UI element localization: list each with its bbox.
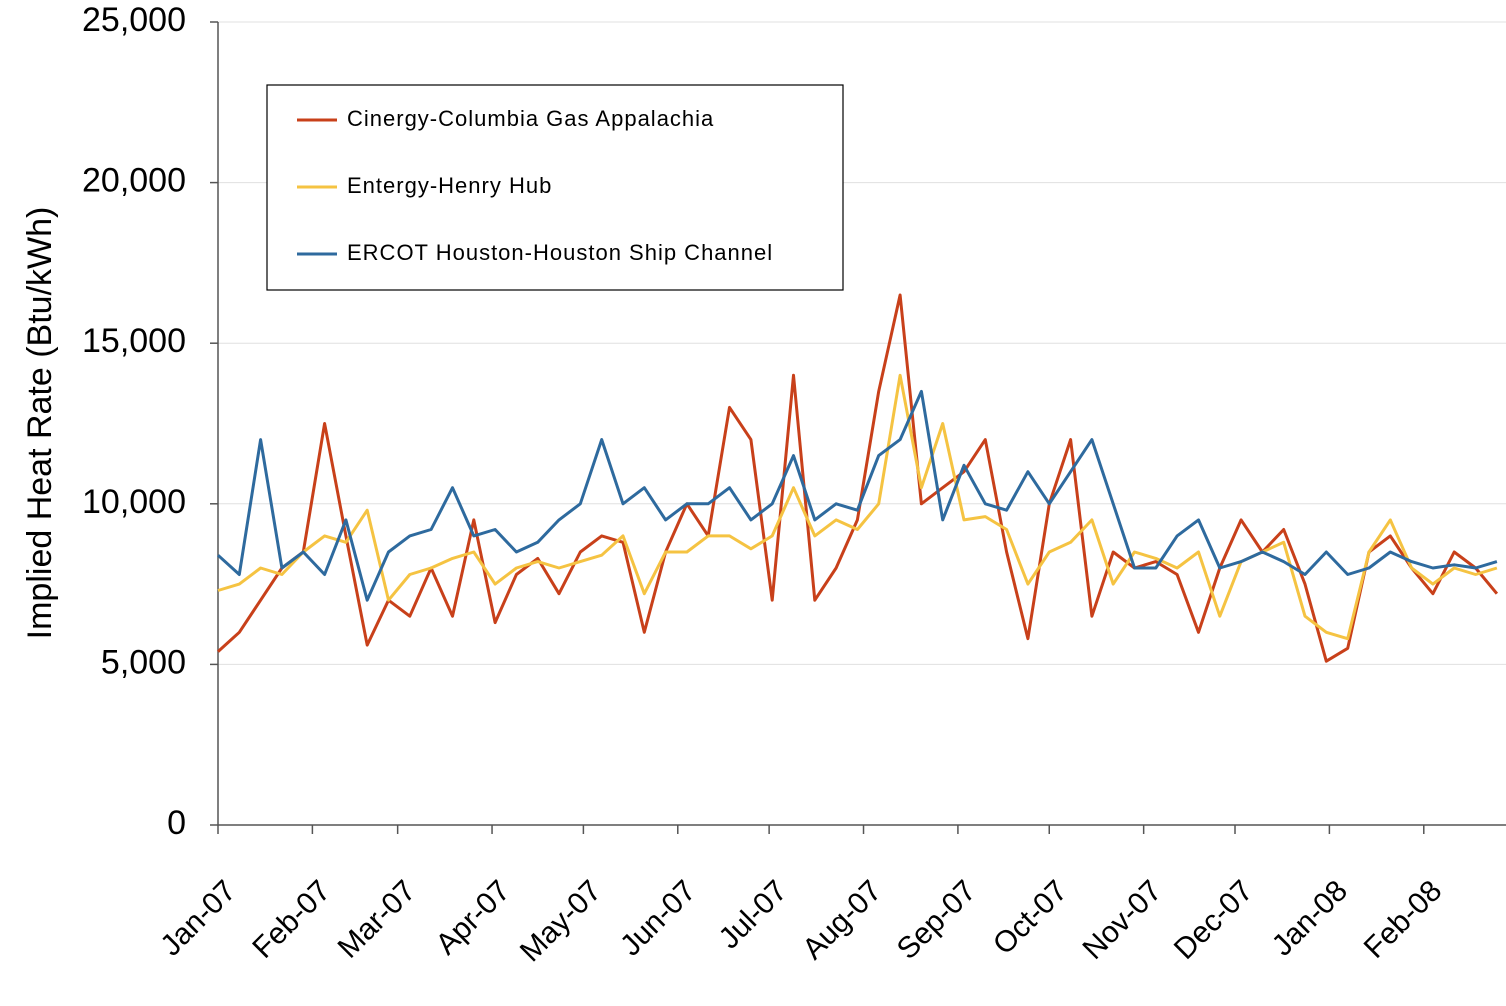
x-tick-label: Feb-08 [1358,874,1449,965]
series-line [216,389,1498,602]
x-tick-label: Jun-07 [614,874,702,962]
legend-label: Cinergy-Columbia Gas Appalachia [347,106,714,131]
x-tick-label: Feb-07 [246,874,337,965]
x-tick-label: May-07 [514,874,608,968]
y-tick-label: 10,000 [82,483,186,521]
y-tick-label: 15,000 [82,322,186,360]
x-tick-label: Jan-08 [1266,874,1354,962]
x-tick-label: Jan-07 [154,874,242,962]
x-tick-label: Apr-07 [430,874,517,961]
series-line [217,373,1498,641]
y-tick-label: 25,000 [82,1,186,39]
x-tick-label: Sep-07 [891,874,983,966]
y-tick-label: 5,000 [101,643,186,681]
legend-label: ERCOT Houston-Houston Ship Channel [347,240,773,265]
x-tick-label: Jul-07 [713,874,794,955]
x-tick-label: Oct-07 [987,874,1074,961]
y-tick-label: 20,000 [82,162,186,200]
y-tick-label: 0 [167,804,186,842]
x-tick-label: Nov-07 [1076,874,1168,966]
x-tick-label: Mar-07 [332,874,423,965]
x-tick-label: Aug-07 [796,874,888,966]
x-tick-label: Dec-07 [1168,874,1260,966]
y-axis-label: Implied Heat Rate (Btu/kWh) [21,207,59,640]
legend-box [266,84,844,291]
series-line [216,293,1499,663]
legend-label: Entergy-Henry Hub [347,173,552,198]
